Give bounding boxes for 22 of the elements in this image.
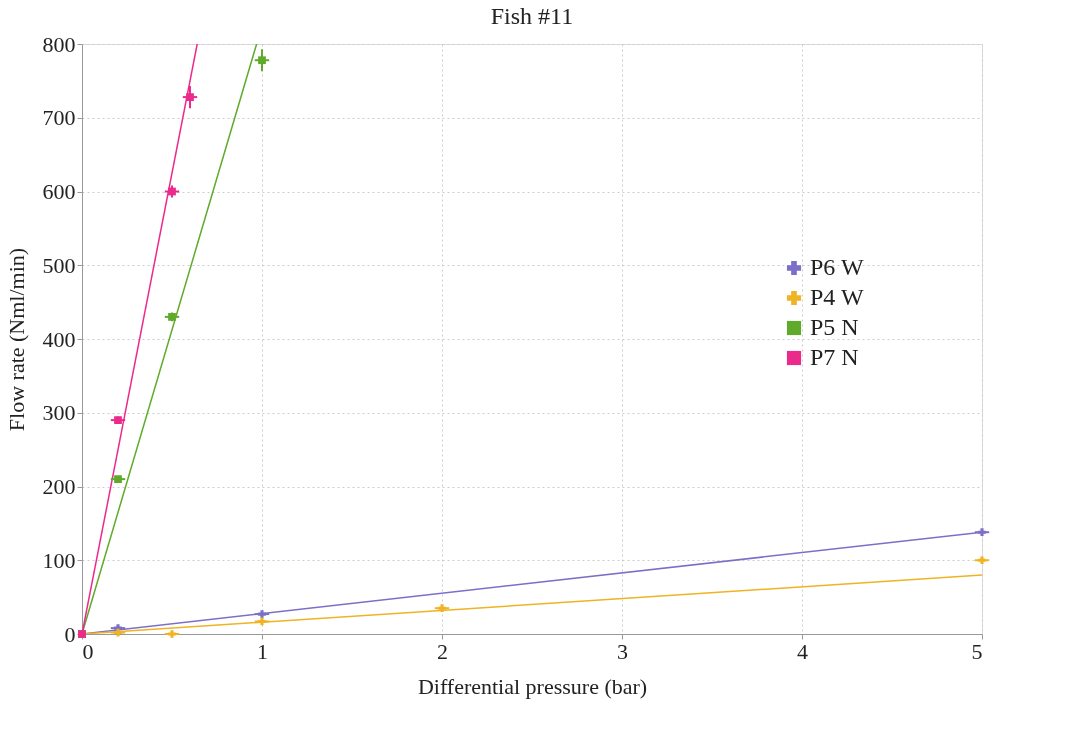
y-tick-label: 200 [42, 474, 76, 499]
legend-label: P4 W [810, 284, 864, 310]
x-tick-label: 4 [797, 638, 808, 664]
x-tick-label: 5 [971, 638, 983, 664]
legend-label: P7 N [810, 344, 859, 370]
x-tick-label: 3 [617, 638, 628, 664]
y-tick-label: 100 [42, 547, 76, 573]
legend-label: P5 N [810, 314, 859, 340]
legend-label: P6 W [810, 254, 864, 280]
x-tick-label: 0 [82, 638, 94, 664]
y-tick-label: 500 [42, 252, 76, 278]
y-axis-title: Flow rate (Nml/min) [3, 247, 29, 432]
x-tick-label: 1 [257, 638, 268, 664]
y-tick-label: 400 [42, 326, 76, 352]
y-tick-label: 700 [42, 105, 76, 131]
chart-title: Fish #11 [490, 3, 574, 29]
y-tick-label: 800 [42, 31, 76, 57]
y-tick-label: 300 [42, 400, 76, 426]
y-tick-label: 0 [64, 621, 76, 647]
y-tick-label: 600 [42, 179, 76, 204]
x-tick-label: 2 [437, 638, 448, 664]
x-axis-title: Differential pressure (bar) [417, 673, 648, 699]
